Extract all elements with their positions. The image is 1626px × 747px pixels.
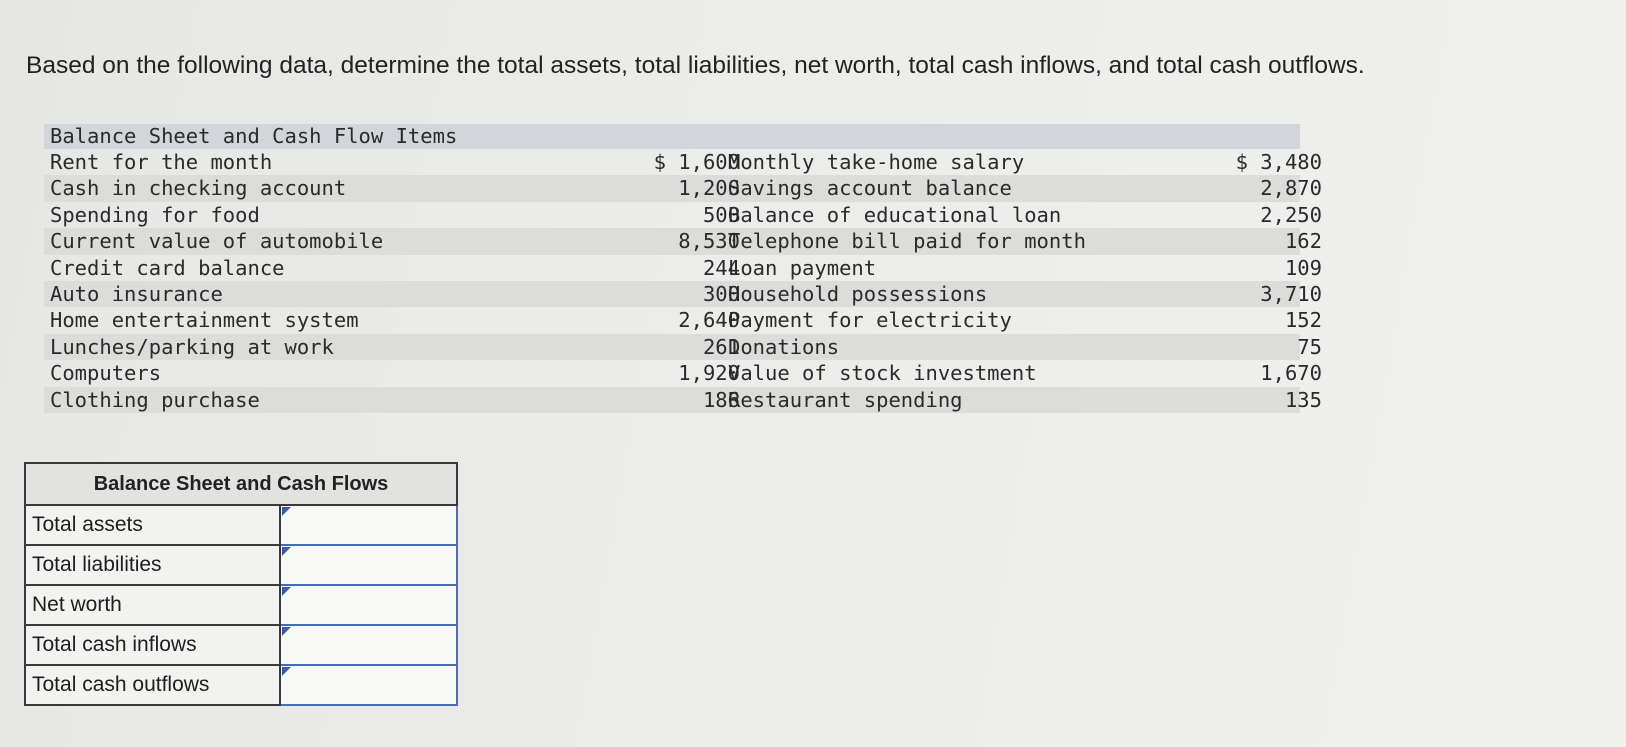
- total-assets-cell: [278, 504, 459, 546]
- total-assets-label: Total assets: [24, 504, 281, 546]
- item-value: 162: [1284, 229, 1322, 254]
- item-label: Computers: [50, 361, 162, 386]
- net-worth-input[interactable]: [280, 586, 456, 624]
- item-label: Rent for the month: [50, 150, 273, 174]
- cell-marker-icon: [281, 507, 291, 516]
- cell-marker-icon: [281, 667, 291, 676]
- cell-marker-icon: [281, 587, 291, 596]
- total-cash-inflows-label: Total cash inflows: [24, 624, 281, 666]
- item-value: 2,870: [1260, 176, 1322, 201]
- item-value: 109: [1284, 255, 1322, 280]
- table-row: Cash in checking account 1,200 Savings a…: [44, 175, 1322, 202]
- item-label: Telephone bill paid for month: [728, 229, 1086, 254]
- item-label: Clothing purchase: [50, 387, 260, 412]
- table-row: Net worth: [24, 584, 459, 626]
- item-label: Balance of educational loan: [728, 202, 1062, 227]
- item-value: 8,530: [678, 229, 740, 254]
- total-cash-outflows-input[interactable]: [280, 666, 456, 704]
- answer-table-header: Balance Sheet and Cash Flows: [24, 462, 458, 506]
- item-label: Value of stock investment: [728, 361, 1037, 386]
- table-row: Spending for food 500 Balance of educati…: [44, 202, 1322, 228]
- total-cash-inflows-input[interactable]: [280, 626, 456, 664]
- data-table-header: Balance Sheet and Cash Flow Items: [44, 124, 1300, 149]
- item-value: $ 3,480: [1235, 150, 1322, 174]
- table-row: Home entertainment system 2,640 Payment …: [44, 307, 1322, 333]
- net-worth-label: Net worth: [24, 584, 281, 626]
- item-value: 3,710: [1260, 281, 1322, 306]
- data-table: Balance Sheet and Cash Flow Items Rent f…: [44, 124, 1322, 413]
- item-label: Cash in checking account: [50, 176, 347, 201]
- cell-marker-icon: [281, 627, 291, 636]
- table-row: Rent for the month $ 1,600 Monthly take-…: [44, 149, 1322, 175]
- item-label: Monthly take-home salary: [728, 150, 1025, 174]
- item-label: Donations: [728, 334, 840, 359]
- item-label: Lunches/parking at work: [50, 334, 334, 359]
- item-value: 2,640: [678, 308, 740, 333]
- table-row: Lunches/parking at work 261 Donations 75: [44, 333, 1322, 361]
- item-value: 75: [1297, 334, 1322, 359]
- item-value: 300: [702, 281, 740, 306]
- item-label: Household possessions: [728, 281, 988, 306]
- table-row: Credit card balance 244 Loan payment 109: [44, 255, 1322, 281]
- item-label: Loan payment: [728, 255, 877, 280]
- item-value: 186: [702, 387, 740, 412]
- item-label: Auto insurance: [50, 281, 223, 306]
- total-liabilities-cell: [278, 544, 459, 586]
- net-worth-cell: [278, 584, 459, 626]
- table-row: Total assets: [24, 504, 459, 546]
- table-row: Computers 1,920 Value of stock investmen…: [44, 360, 1322, 386]
- item-value: 261: [702, 334, 740, 359]
- question-text: Based on the following data, determine t…: [26, 52, 1365, 79]
- item-value: 152: [1284, 308, 1322, 333]
- total-liabilities-input[interactable]: [280, 546, 456, 584]
- total-cash-inflows-cell: [278, 624, 459, 666]
- item-value: 2,250: [1260, 202, 1322, 227]
- item-value: 500: [702, 202, 740, 227]
- item-value: 1,200: [678, 176, 740, 201]
- cell-marker-icon: [281, 547, 291, 556]
- table-row: Total liabilities: [24, 544, 459, 586]
- total-liabilities-label: Total liabilities: [24, 544, 281, 586]
- table-row: Clothing purchase 186 Restaurant spendin…: [44, 386, 1322, 413]
- item-label: Payment for electricity: [728, 308, 1012, 333]
- item-label: Savings account balance: [728, 176, 1012, 201]
- item-value: 1,670: [1260, 361, 1322, 386]
- answer-table: Balance Sheet and Cash Flows Total asset…: [24, 462, 459, 706]
- item-value: 135: [1284, 387, 1322, 412]
- table-row: Auto insurance 300 Household possessions…: [44, 280, 1322, 308]
- table-row: Total cash outflows: [24, 664, 459, 706]
- item-label: Home entertainment system: [50, 308, 359, 333]
- table-row: Current value of automobile 8,530 Teleph…: [44, 228, 1322, 255]
- item-label: Restaurant spending: [728, 387, 963, 412]
- item-label: Current value of automobile: [50, 229, 384, 254]
- item-label: Credit card balance: [50, 255, 285, 280]
- total-cash-outflows-cell: [278, 664, 459, 706]
- item-label: Spending for food: [50, 202, 260, 227]
- item-value: 244: [702, 255, 740, 280]
- table-row: Total cash inflows: [24, 624, 459, 666]
- total-cash-outflows-label: Total cash outflows: [24, 664, 281, 706]
- total-assets-input[interactable]: [280, 506, 456, 544]
- item-value: $ 1,600: [653, 150, 740, 174]
- item-value: 1,920: [678, 361, 740, 386]
